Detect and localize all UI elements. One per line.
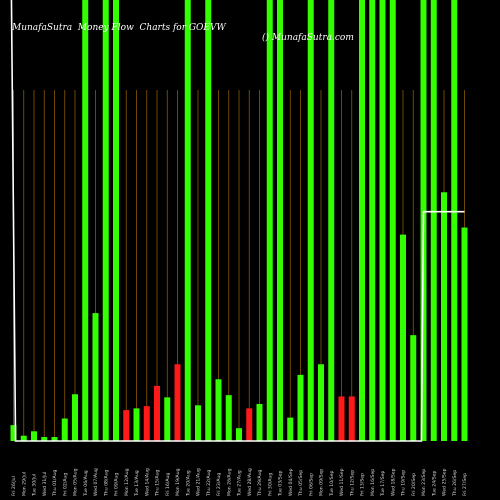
inflow-bar [195,405,201,441]
x-tick-label: Thu 29/Aug [257,469,263,497]
inflow-bar [359,0,365,441]
x-tick-label: Tue 06/Aug [83,470,89,497]
x-tick-label: Wed 31/Jul [42,472,48,496]
outflow-bar [348,396,355,441]
x-tick-label: Mon 29/Jul [21,472,27,496]
x-tick-label: Tue 24/Sep [431,471,437,497]
chart-site-credit: () MunafaSutra.com [262,33,354,43]
x-tick-label: Thu 26/Sep [452,470,458,497]
x-tick-label: Fri 02/Aug [62,473,68,496]
inflow-bar [92,313,99,441]
outflow-bar [123,410,130,441]
inflow-bar [369,0,376,441]
inflow-bar [41,437,48,441]
inflow-bar [20,435,27,441]
inflow-bar [82,0,89,441]
outflow-bar [338,396,345,441]
inflow-bar [451,0,458,441]
inflow-bar [236,428,242,441]
inflow-bar [72,394,78,441]
inflow-bar [410,335,417,441]
bar-series [10,0,468,441]
x-tick-label: Wed 25/Sep [442,468,448,496]
x-tick-label: Fri 23/Aug [216,473,222,496]
x-tick-label: Wed 18/Sep [390,468,396,496]
x-tick-label: Thu 05/Sep [298,470,304,497]
x-axis-tick-labels: Fri 26/Jul Mon 29/Jul Tue 30/Jul Wed 31/Jul… [11,468,468,497]
x-tick-label: Fri 09/Aug [114,473,120,496]
chart-title-text: MunafaSutra Money Flow Charts for GOEVW [12,23,226,33]
outflow-bar [154,385,160,441]
x-tick-label: Mon 05/Aug [73,468,79,496]
x-tick-label: Thu 12/Sep [349,470,355,497]
chart-title: MunafaSutra Money Flow Charts for GOEVW … [0,13,500,53]
inflow-bar [389,0,396,441]
x-tick-label: Wed 04/Sep [288,468,294,496]
inflow-bar [441,192,447,441]
inflow-bar [266,0,273,441]
inflow-bar [205,0,212,441]
x-tick-label: Wed 14/Aug [144,468,150,496]
x-tick-label: Thu 19/Sep [401,470,407,497]
inflow-bar [184,0,191,441]
inflow-bar [287,417,294,441]
x-tick-label: Fri 27/Sep [462,473,468,496]
inflow-bar [113,0,119,441]
x-tick-label: Fri 26/Jul [11,476,17,496]
x-tick-label: Mon 12/Aug [124,468,130,496]
x-tick-label: Fri 06/Sep [308,473,314,496]
x-tick-label: Fri 16/Aug [165,473,171,496]
inflow-bar [318,364,324,441]
inflow-bar [297,374,304,441]
x-tick-label: Mon 23/Sep [421,469,427,496]
x-tick-label: Thu 15/Aug [155,469,161,497]
outflow-bar [246,408,253,441]
grid-lines [13,90,465,441]
inflow-bar [307,0,314,441]
x-tick-label: Tue 30/Jul [32,474,38,497]
x-tick-label: Fri 30/Aug [267,473,273,496]
x-tick-label: Tue 27/Aug [237,470,243,497]
price-line-path [10,0,465,442]
inflow-bar [133,408,140,441]
inflow-bar [10,425,17,441]
x-tick-label: Mon 09/Sep [319,469,325,496]
inflow-bar [430,0,437,441]
inflow-bar [215,379,222,441]
x-tick-label: Thu 22/Aug [206,469,212,497]
x-tick-label: Wed 28/Aug [247,468,253,496]
x-tick-label: Tue 20/Aug [185,470,191,497]
inflow-bar [102,0,109,441]
x-tick-label: Mon 26/Aug [226,468,232,496]
x-tick-label: Wed 07/Aug [93,468,99,496]
inflow-bar [51,437,58,441]
x-tick-label: Tue 10/Sep [329,471,335,497]
inflow-bar [256,403,263,441]
x-tick-label: Tue 03/Sep [278,471,284,497]
x-tick-label: Fri 13/Sep [360,473,366,496]
x-tick-label: Thu 01/Aug [52,469,58,497]
x-tick-label: Tue 17/Sep [380,471,386,497]
inflow-bar [164,397,171,441]
outflow-bar [143,406,150,441]
price-line [10,0,465,442]
x-tick-label: Tue 13/Aug [134,470,140,497]
x-tick-label: Mon 19/Aug [175,468,181,496]
inflow-bar [277,0,283,441]
x-tick-label: Wed 11/Sep [339,468,345,496]
x-tick-label: Fri 20/Sep [411,473,417,496]
inflow-bar [61,418,68,441]
outflow-bar [174,364,181,441]
x-tick-label: Wed 21/Aug [196,468,202,496]
inflow-bar [400,234,406,441]
inflow-bar [225,395,232,441]
x-tick-label: Thu 08/Aug [103,469,109,497]
inflow-bar [379,0,386,441]
x-tick-label: Mon 16/Sep [370,469,376,496]
inflow-bar [31,431,37,441]
inflow-bar [328,0,335,441]
inflow-bar [461,227,468,441]
